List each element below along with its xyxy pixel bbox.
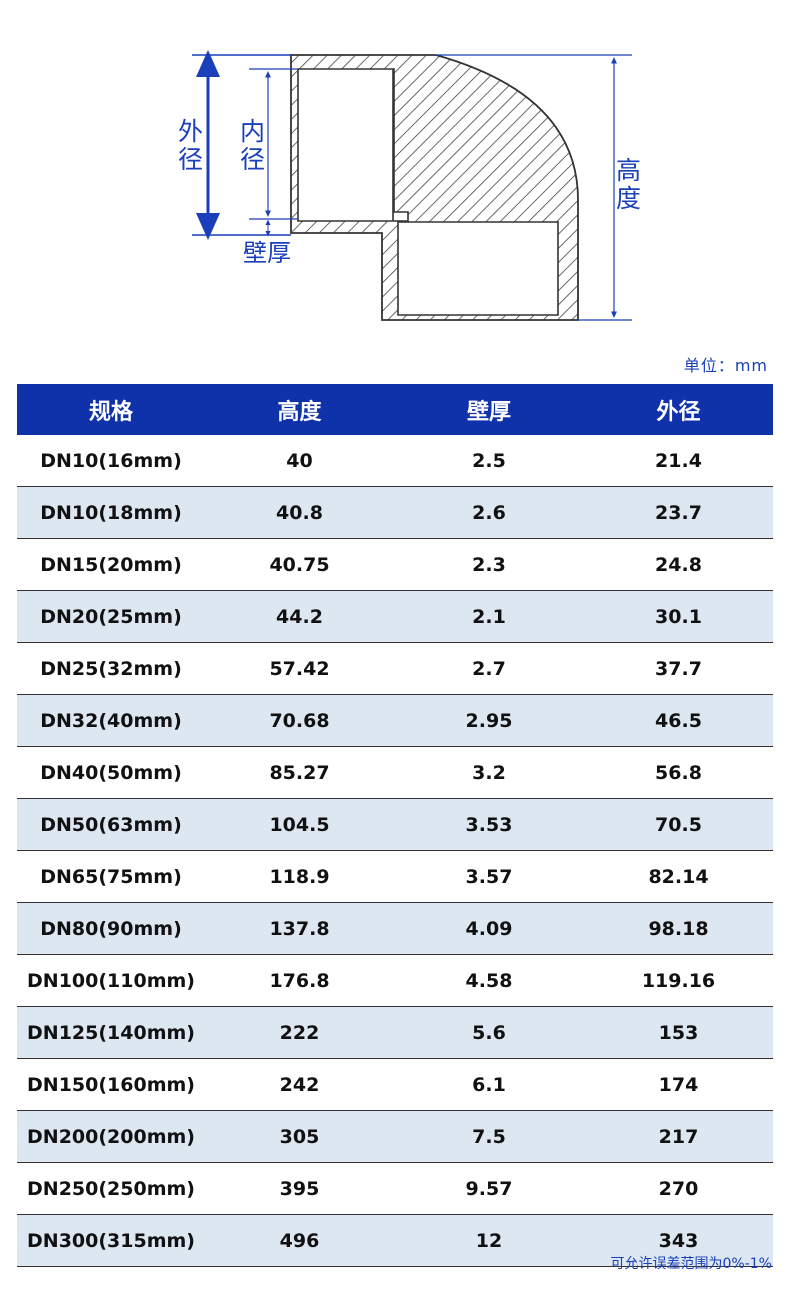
cell-outer: 37.7: [584, 642, 773, 695]
table-row: DN10(18mm) 40.8 2.6 23.7: [17, 486, 773, 539]
label-outer-diameter: 外径: [178, 117, 204, 174]
cell-outer: 270: [584, 1162, 773, 1215]
table-row: DN150(160mm) 242 6.1 174: [17, 1058, 773, 1111]
label-inner-diameter: 内径: [240, 117, 266, 174]
cell-wall: 3.57: [394, 850, 584, 903]
cell-wall: 4.09: [394, 902, 584, 955]
cell-height: 305: [205, 1110, 394, 1163]
cell-wall: 12: [394, 1214, 584, 1267]
cell-spec: DN20(25mm): [17, 590, 205, 643]
cell-wall: 6.1: [394, 1058, 584, 1111]
table-row: DN50(63mm) 104.5 3.53 70.5: [17, 798, 773, 851]
table-row: DN100(110mm) 176.8 4.58 119.16: [17, 954, 773, 1007]
table-row: DN25(32mm) 57.42 2.7 37.7: [17, 642, 773, 695]
cell-outer: 98.18: [584, 902, 773, 955]
inner-socket-top: [297, 68, 409, 222]
cell-wall: 3.2: [394, 746, 584, 799]
header-wall-thickness: 壁厚: [394, 384, 584, 435]
cell-height: 242: [205, 1058, 394, 1111]
cell-wall: 3.53: [394, 798, 584, 851]
cell-height: 137.8: [205, 902, 394, 955]
cell-height: 118.9: [205, 850, 394, 903]
cell-spec: DN25(32mm): [17, 642, 205, 695]
cell-outer: 82.14: [584, 850, 773, 903]
cell-wall: 7.5: [394, 1110, 584, 1163]
cell-outer: 46.5: [584, 694, 773, 747]
cell-wall: 2.3: [394, 538, 584, 591]
cell-outer: 23.7: [584, 486, 773, 539]
unit-label: 单位：mm: [683, 356, 768, 375]
cell-height: 222: [205, 1006, 394, 1059]
cell-outer: 153: [584, 1006, 773, 1059]
cell-outer: 217: [584, 1110, 773, 1163]
elbow-dimension-diagram: [192, 50, 632, 321]
cell-height: 395: [205, 1162, 394, 1215]
table-row: DN300(315mm) 496 12 343: [17, 1214, 773, 1267]
cell-wall: 2.1: [394, 590, 584, 643]
table-row: DN10(16mm) 40 2.5 21.4: [17, 435, 773, 487]
cell-wall: 9.57: [394, 1162, 584, 1215]
header-outer-diameter: 外径: [584, 384, 773, 435]
cell-spec: DN250(250mm): [17, 1162, 205, 1215]
cell-spec: DN50(63mm): [17, 798, 205, 851]
cell-spec: DN32(40mm): [17, 694, 205, 747]
cell-spec: DN40(50mm): [17, 746, 205, 799]
cell-wall: 4.58: [394, 954, 584, 1007]
cell-height: 85.27: [205, 746, 394, 799]
table-row: DN200(200mm) 305 7.5 217: [17, 1110, 773, 1163]
cell-outer: 21.4: [584, 435, 773, 487]
cell-outer: 30.1: [584, 590, 773, 643]
cell-spec: DN200(200mm): [17, 1110, 205, 1163]
table-row: DN125(140mm) 222 5.6 153: [17, 1006, 773, 1059]
cell-outer: 343: [584, 1214, 773, 1267]
cell-height: 57.42: [205, 642, 394, 695]
cell-outer: 56.8: [584, 746, 773, 799]
cell-spec: DN10(16mm): [17, 435, 205, 487]
cell-outer: 24.8: [584, 538, 773, 591]
cell-outer: 174: [584, 1058, 773, 1111]
cell-wall: 2.7: [394, 642, 584, 695]
cell-wall: 2.95: [394, 694, 584, 747]
label-height: 高度: [616, 156, 642, 213]
cell-spec: DN65(75mm): [17, 850, 205, 903]
cell-height: 176.8: [205, 954, 394, 1007]
inner-socket-bottom: [397, 221, 559, 316]
cell-wall: 5.6: [394, 1006, 584, 1059]
cell-spec: DN125(140mm): [17, 1006, 205, 1059]
cell-wall: 2.5: [394, 435, 584, 487]
table-row: DN32(40mm) 70.68 2.95 46.5: [17, 694, 773, 747]
table-row: DN15(20mm) 40.75 2.3 24.8: [17, 538, 773, 591]
cell-height: 40: [205, 435, 394, 487]
header-spec: 规格: [17, 384, 205, 435]
cell-height: 44.2: [205, 590, 394, 643]
label-wall-thickness: 壁厚: [243, 239, 291, 267]
cell-wall: 2.6: [394, 486, 584, 539]
cell-height: 70.68: [205, 694, 394, 747]
spec-table: 规格 高度 壁厚 外径 DN10(16mm) 40 2.5 21.4 DN10(18m…: [17, 384, 773, 1267]
cell-height: 40.75: [205, 538, 394, 591]
cell-height: 104.5: [205, 798, 394, 851]
table-row: DN250(250mm) 395 9.57 270: [17, 1162, 773, 1215]
table-row: DN65(75mm) 118.9 3.57 82.14: [17, 850, 773, 903]
cell-spec: DN300(315mm): [17, 1214, 205, 1267]
table-row: DN20(25mm) 44.2 2.1 30.1: [17, 590, 773, 643]
cell-outer: 119.16: [584, 954, 773, 1007]
cell-height: 40.8: [205, 486, 394, 539]
table-header-row: 规格 高度 壁厚 外径: [17, 384, 773, 435]
cell-outer: 70.5: [584, 798, 773, 851]
header-height: 高度: [205, 384, 394, 435]
cell-height: 496: [205, 1214, 394, 1267]
cell-spec: DN100(110mm): [17, 954, 205, 1007]
tolerance-note: 可允许误差范围为0%-1%: [610, 1256, 772, 1272]
cell-spec: DN10(18mm): [17, 486, 205, 539]
table-row: DN40(50mm) 85.27 3.2 56.8: [17, 746, 773, 799]
cell-spec: DN15(20mm): [17, 538, 205, 591]
cell-spec: DN80(90mm): [17, 902, 205, 955]
table-row: DN80(90mm) 137.8 4.09 98.18: [17, 902, 773, 955]
cell-spec: DN150(160mm): [17, 1058, 205, 1111]
